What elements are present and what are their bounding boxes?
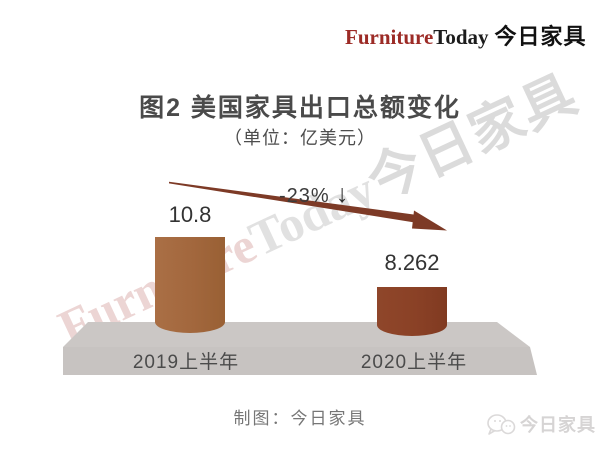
bar-2020-value-label: 8.262	[384, 250, 440, 275]
down-arrow-icon: ↓	[336, 180, 349, 208]
brand-cn-text: 今日家具	[494, 24, 587, 49]
bar-2019-value-label: 10.8	[168, 202, 212, 227]
corner-logo-bubbles-icon	[487, 414, 516, 435]
chart-unit-subtitle: （单位：亿美元）	[224, 128, 376, 148]
header-brand-logo: FurnitureToday 今日家具	[345, 24, 587, 53]
corner-logo: 今日家具	[484, 408, 596, 440]
credit-text: 制图：今日家具	[233, 409, 367, 428]
watermark-today-text: Today	[240, 160, 384, 267]
brand-today-text: Today	[433, 25, 489, 49]
chart-title: 图2 美国家具出口总额变化	[139, 94, 461, 122]
bar-2019	[155, 237, 225, 333]
bar-2019-category-label: 2019上半年	[132, 352, 240, 373]
change-percentage-label: -23%	[279, 185, 330, 207]
bar-2020-category-label: 2020上半年	[360, 352, 468, 373]
corner-logo-text: 今日家具	[520, 415, 596, 435]
decline-arrow-head	[412, 210, 447, 231]
brand-furniture-text: Furniture	[345, 25, 434, 49]
bar-2020	[377, 287, 447, 336]
